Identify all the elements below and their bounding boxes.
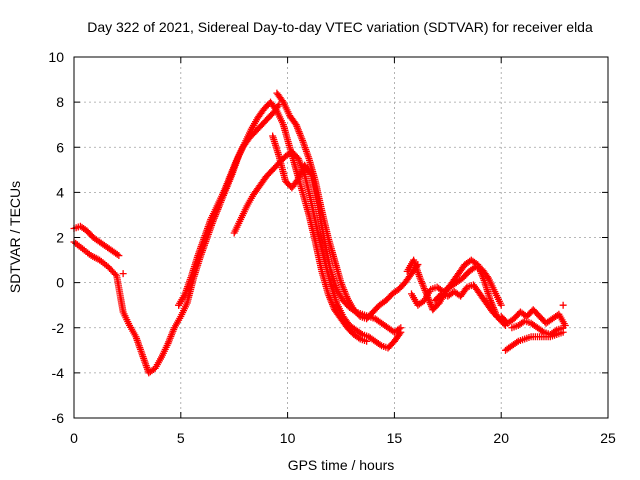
grid: [74, 57, 608, 418]
y-tick-label: -6: [52, 410, 65, 426]
x-axis-label: GPS time / hours: [288, 457, 395, 473]
axis-ticks: 0 5 10 15 20 25 -6 -4 -2 0 2 4 6 8 10: [48, 49, 616, 446]
y-tick-label: 0: [56, 275, 64, 291]
data-point: [119, 270, 127, 278]
data-point: [395, 325, 403, 333]
series-satellite-track-d: [230, 148, 405, 352]
data-point: [111, 270, 119, 278]
data-point: [115, 252, 123, 260]
data-point: [551, 327, 559, 335]
data-point: [497, 301, 505, 309]
x-tick-label: 10: [280, 430, 296, 446]
y-axis-label: SDTVAR / TECUs: [7, 181, 23, 293]
series-satellite-track-c: [175, 100, 283, 309]
y-tick-label: 6: [56, 139, 64, 155]
data-point: [357, 329, 365, 337]
x-tick-label: 0: [70, 430, 78, 446]
y-tick-label: 2: [56, 230, 64, 246]
series-satellite-track-k: [497, 306, 569, 329]
series-satellite-track-j: [501, 328, 567, 354]
y-tick-label: 10: [48, 49, 64, 65]
data-point: [513, 338, 521, 346]
series-satellite-track-h: [403, 256, 501, 320]
data-point: [113, 250, 121, 258]
y-tick-label: 4: [56, 184, 64, 200]
chart-title: Day 322 of 2021, Sidereal Day-to-day VTE…: [87, 19, 593, 35]
series-satellite-track-e: [269, 132, 405, 336]
series-satellite-track-f: [273, 89, 422, 323]
y-tick-label: -2: [52, 320, 65, 336]
data-series: [70, 89, 569, 377]
series-satellite-track-b: [70, 222, 123, 260]
data-point: [376, 341, 384, 349]
y-tick-label: 8: [56, 94, 64, 110]
x-tick-label: 20: [493, 430, 509, 446]
x-tick-label: 15: [387, 430, 403, 446]
series-isolated-points: [119, 270, 567, 309]
series-satellite-track-l: [508, 317, 567, 339]
data-point: [559, 324, 567, 332]
x-tick-label: 25: [600, 430, 616, 446]
y-tick-label: -4: [52, 365, 65, 381]
data-point: [397, 324, 405, 332]
data-point: [175, 301, 183, 309]
x-tick-label: 5: [177, 430, 185, 446]
data-point: [559, 301, 567, 309]
data-point: [538, 327, 546, 335]
